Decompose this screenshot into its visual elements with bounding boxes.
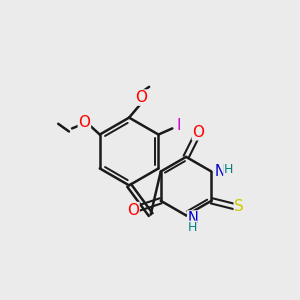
Text: O: O	[192, 125, 204, 140]
Text: O: O	[78, 115, 90, 130]
Text: N: N	[214, 164, 225, 179]
Text: S: S	[234, 200, 244, 214]
Text: H: H	[224, 164, 233, 176]
Text: H: H	[188, 221, 197, 234]
Text: N: N	[188, 211, 199, 226]
Text: I: I	[176, 118, 181, 133]
Text: O: O	[135, 90, 147, 105]
Text: O: O	[127, 202, 139, 217]
